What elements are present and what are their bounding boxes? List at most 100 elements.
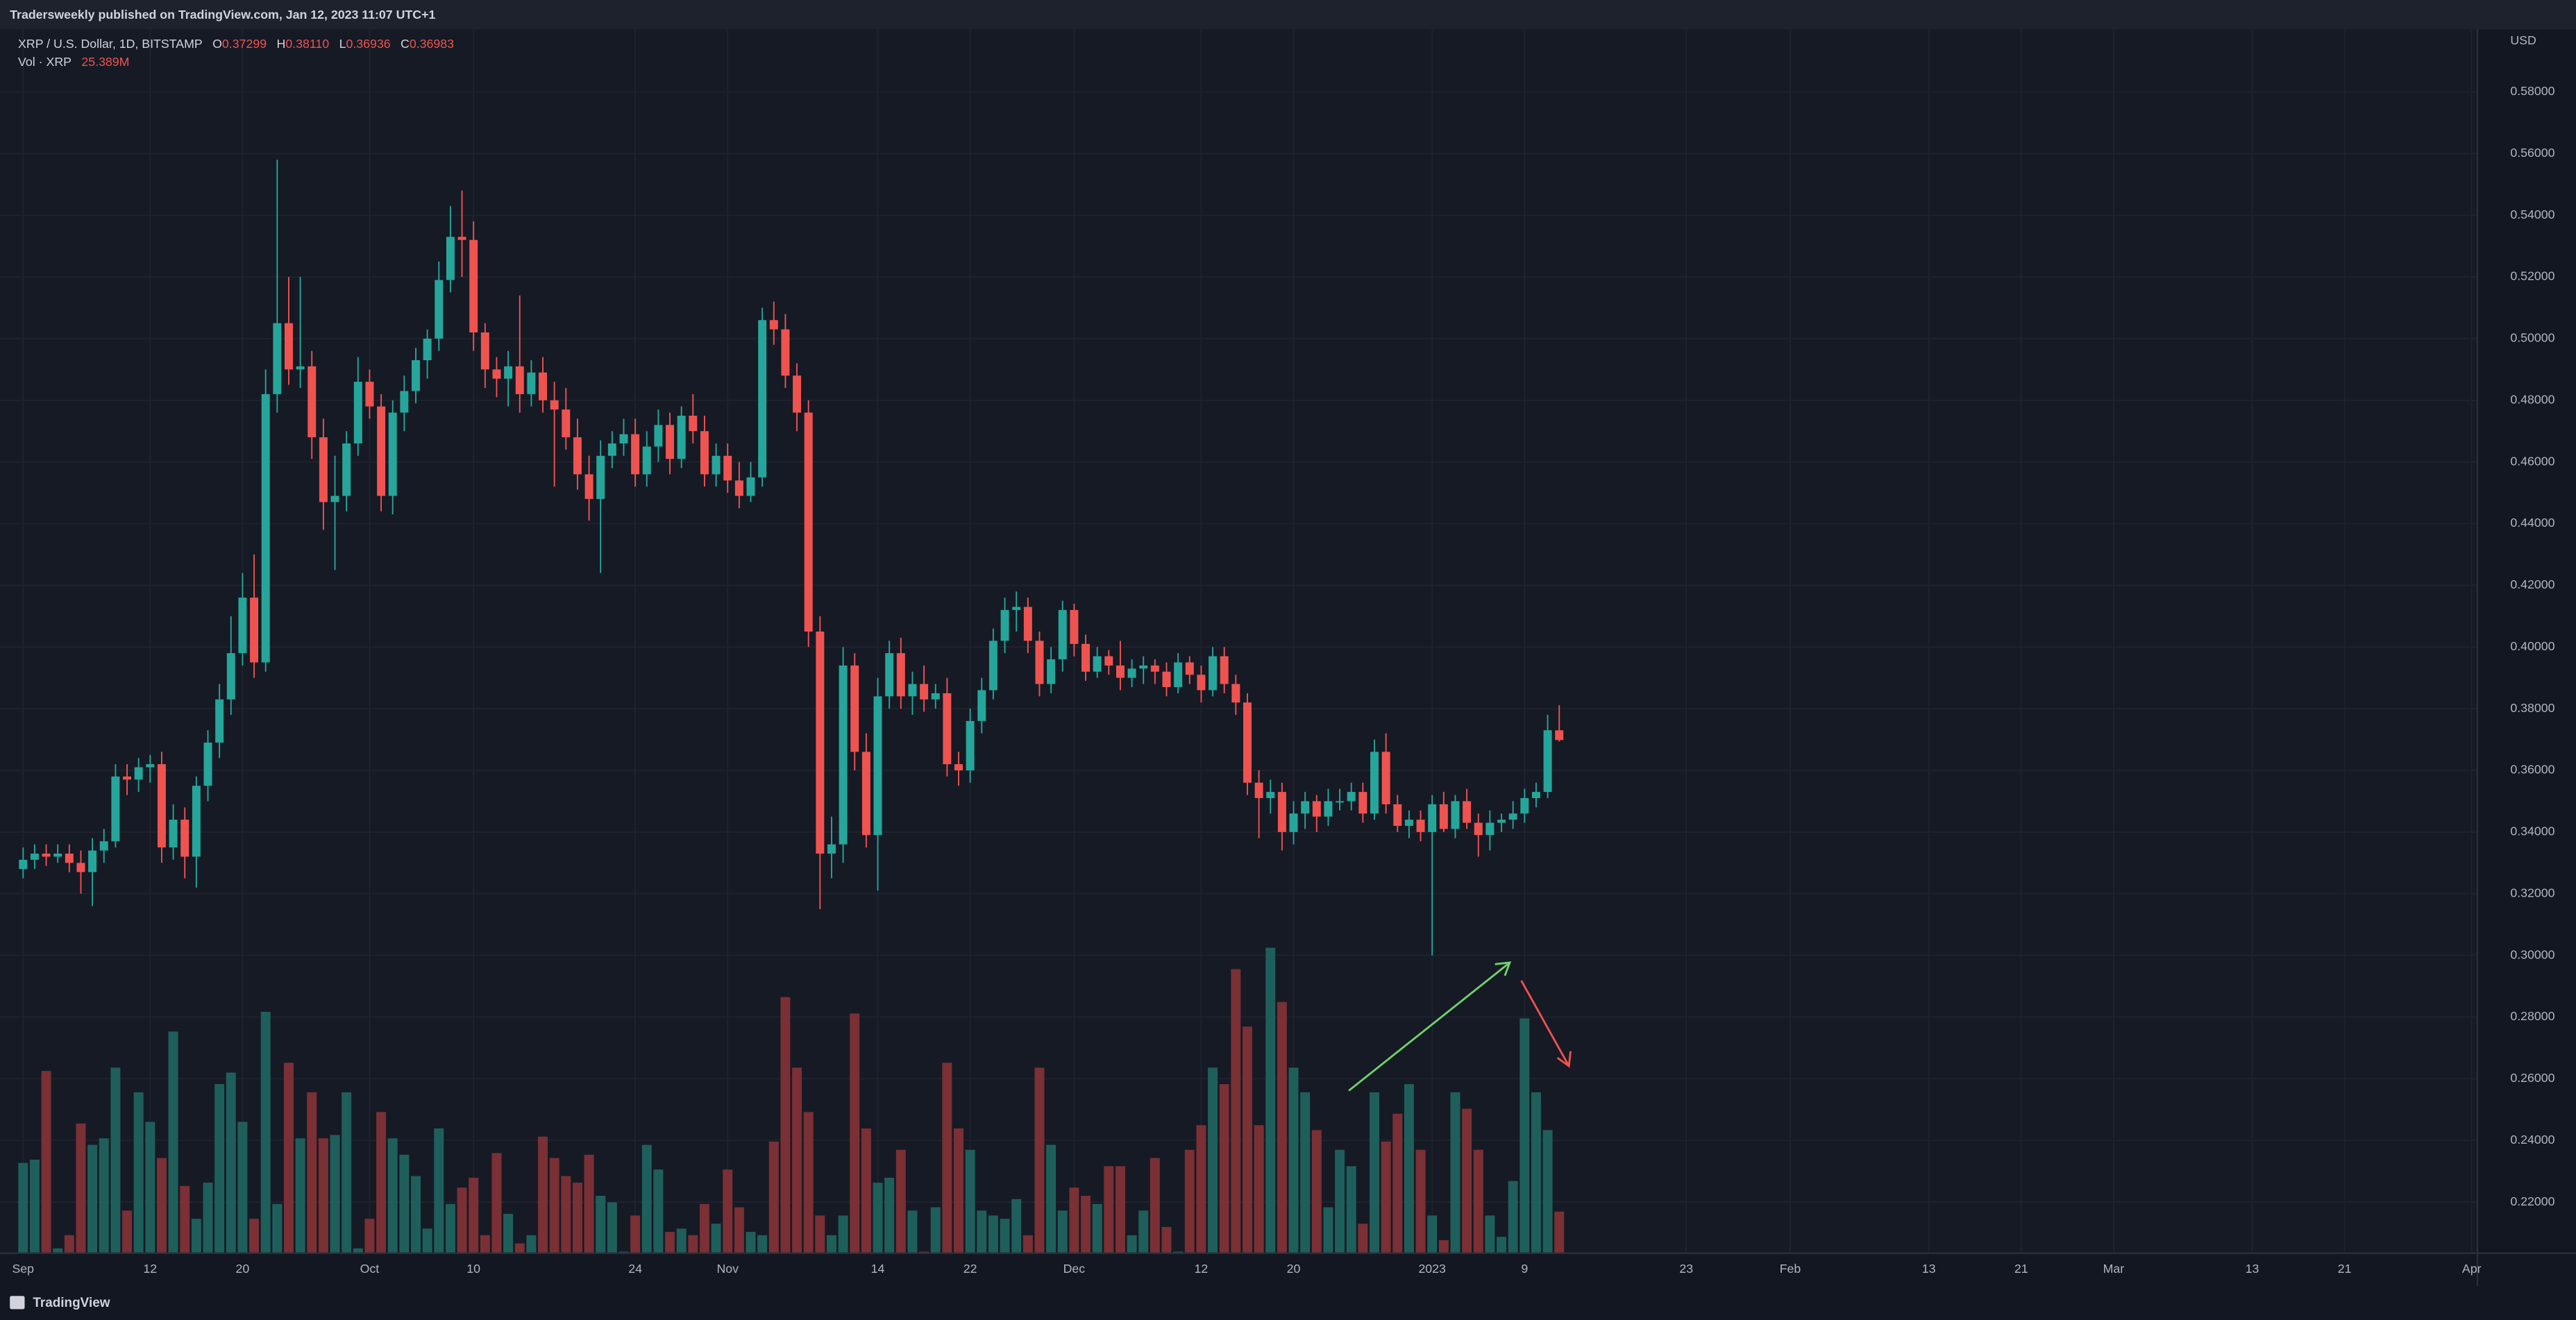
candle-body: [1404, 820, 1413, 826]
volume-bar: [1242, 1026, 1252, 1253]
volume-bar: [526, 1235, 537, 1253]
legend-key: L: [339, 37, 346, 51]
y-tick-label: 0.38000: [2510, 701, 2554, 715]
volume-bar: [180, 1185, 190, 1253]
candle-body: [1139, 665, 1148, 669]
volume-bar: [1277, 1001, 1287, 1253]
candle-body: [1209, 656, 1218, 691]
volume-bar: [884, 1177, 895, 1253]
candle-body: [1520, 797, 1529, 814]
candle-body: [1197, 675, 1206, 691]
volume-bar: [757, 1235, 768, 1253]
volume-bar: [676, 1228, 687, 1253]
volume-bar: [1265, 947, 1276, 1253]
volume-bar: [1115, 1166, 1125, 1253]
volume-bar: [133, 1092, 144, 1253]
candle-body: [180, 820, 190, 857]
candle-body: [1058, 609, 1067, 660]
y-tick-label: 0.40000: [2510, 639, 2554, 653]
candle-body: [861, 752, 870, 836]
candle-body: [816, 632, 825, 854]
candle-body: [330, 496, 339, 502]
candle-body: [988, 641, 997, 691]
legend-symbol: XRP / U.S. Dollar, 1D, BITSTAMP: [18, 37, 203, 51]
candle-body: [65, 853, 74, 863]
volume-bar: [792, 1067, 802, 1253]
candle-body: [169, 820, 178, 848]
volume-bar: [342, 1092, 352, 1253]
volume-bar: [1161, 1226, 1172, 1253]
y-tick-label: 0.28000: [2510, 1009, 2554, 1023]
candle-body: [1451, 801, 1460, 829]
x-tick-label: Apr: [2462, 1262, 2482, 1276]
volume-bar: [1392, 1113, 1403, 1253]
green-arrow-head: [1495, 961, 1512, 976]
volume-bar: [641, 1144, 652, 1253]
annotations: [1348, 961, 1572, 1092]
volume-bar: [18, 1162, 28, 1253]
volume-bar: [838, 1215, 848, 1253]
volume-bar: [1300, 1092, 1311, 1253]
green-arrow: [1348, 961, 1510, 1092]
volume-bar: [1311, 1130, 1322, 1253]
candle-body: [1531, 792, 1540, 798]
candle-body: [319, 437, 328, 502]
volume-bar: [260, 1011, 271, 1253]
candle-body: [1485, 822, 1495, 836]
volume-bar: [665, 1232, 675, 1253]
candle-body: [631, 434, 640, 475]
candle-body: [700, 431, 709, 475]
volume-bar: [237, 1122, 248, 1253]
volume-bar: [387, 1138, 398, 1253]
volume-bar: [873, 1183, 883, 1253]
volume-bar: [942, 1063, 952, 1253]
volume-bar: [122, 1210, 133, 1253]
candle-body: [1035, 641, 1044, 684]
candle-body: [1474, 822, 1483, 836]
volume-bar: [1323, 1207, 1333, 1253]
legend-low: 0.36936: [346, 37, 390, 51]
volume-bar: [1370, 1092, 1379, 1253]
x-tick-label: 12: [1195, 1262, 1209, 1276]
volume-bar: [283, 1063, 294, 1253]
candle-body: [192, 786, 201, 857]
candle-body: [769, 320, 778, 330]
volume-bar: [1519, 1018, 1530, 1253]
candle-body: [1116, 665, 1125, 678]
volume-bar: [711, 1224, 721, 1253]
candle-body: [273, 323, 282, 394]
candle-body: [746, 477, 755, 496]
candle-body: [457, 237, 466, 240]
candle-body: [920, 684, 929, 700]
volume-bar: [168, 1031, 178, 1253]
x-tick-label: 21: [2338, 1262, 2352, 1276]
volume-bar: [99, 1138, 109, 1253]
volume-bar: [469, 1177, 479, 1253]
candle-body: [1277, 792, 1286, 832]
candle-body: [1381, 752, 1390, 804]
legend: XRP / U.S. Dollar, 1D, BITSTAMP O0.37299…: [18, 37, 454, 69]
candle-body: [804, 412, 813, 632]
x-tick-label: 13: [2246, 1262, 2259, 1276]
x-tick-label: Feb: [1780, 1262, 1801, 1276]
candle-body: [1393, 804, 1402, 826]
candle-body: [1312, 801, 1321, 817]
candle-body: [654, 425, 663, 447]
candle-body: [423, 338, 432, 361]
candle-body: [1463, 801, 1472, 823]
candle-body: [1508, 813, 1517, 820]
candle-body: [1336, 801, 1345, 803]
y-tick-label: 0.36000: [2510, 763, 2554, 777]
volume-bar: [53, 1248, 63, 1253]
candle-body: [573, 437, 582, 475]
volume-bar: [1150, 1158, 1160, 1253]
candle-body: [1070, 609, 1079, 644]
volume-bar: [445, 1203, 455, 1253]
candle-body: [1012, 607, 1021, 610]
x-tick-label: 21: [2014, 1262, 2028, 1276]
footer-brand: TradingView: [33, 1296, 110, 1310]
volume-bar: [1208, 1067, 1218, 1253]
x-tick-label: 9: [1521, 1262, 1528, 1276]
volume-bar: [1288, 1067, 1299, 1253]
volume-bar: [1231, 969, 1241, 1253]
